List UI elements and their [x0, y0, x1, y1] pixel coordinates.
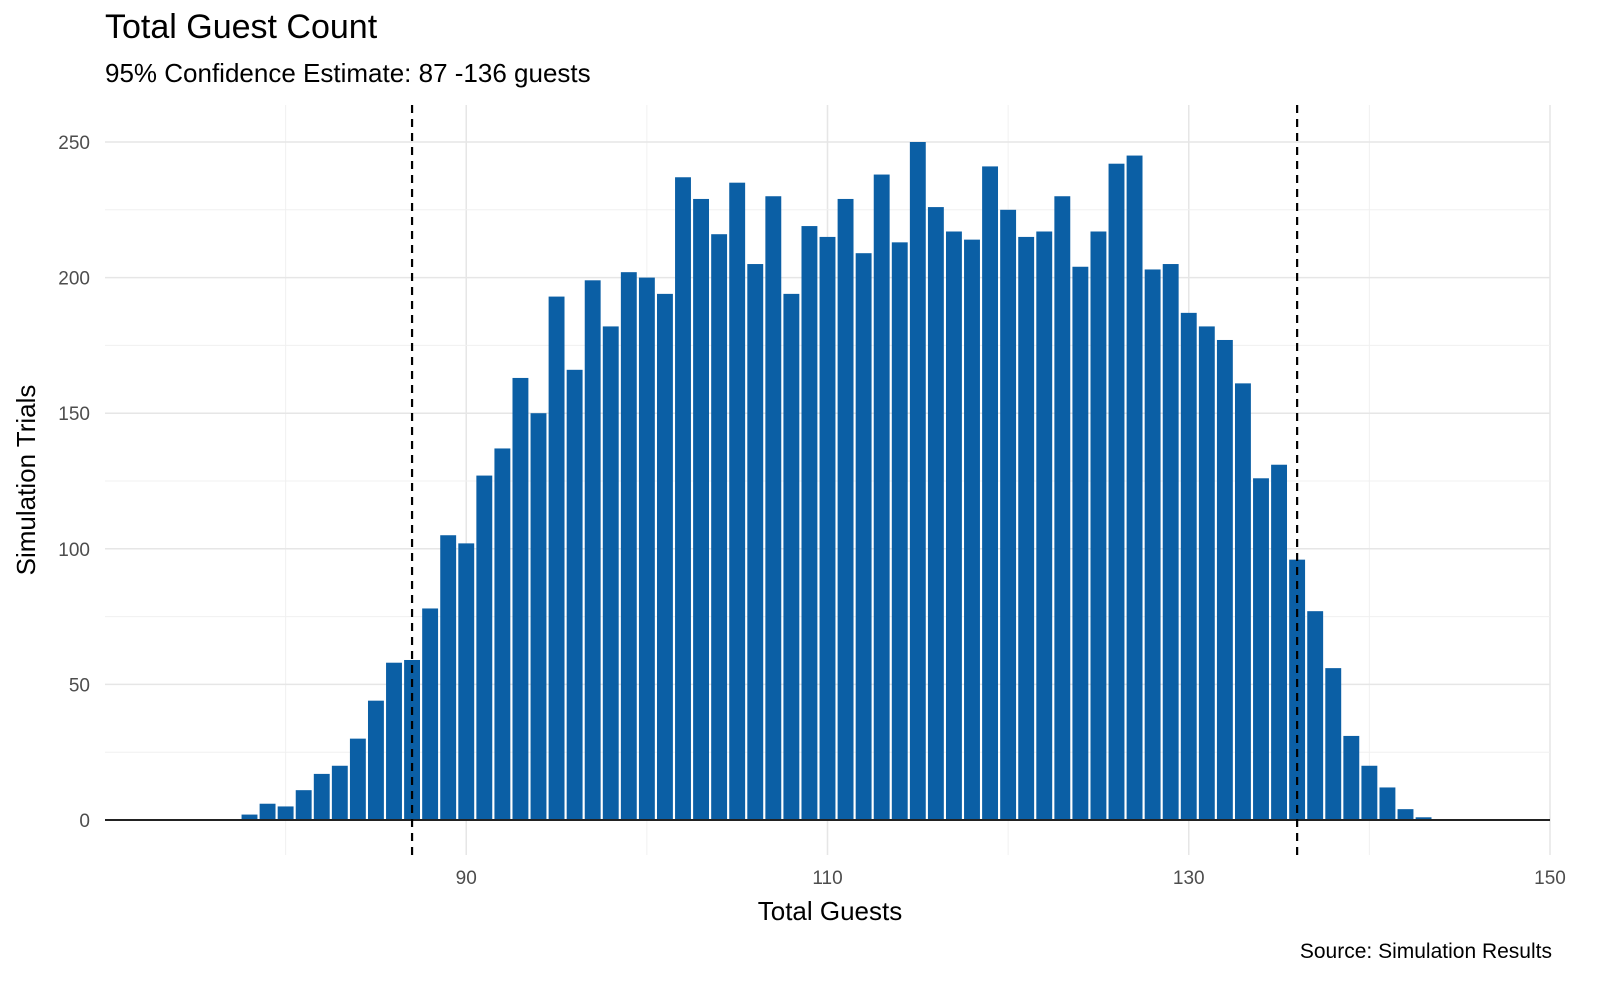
histogram-bar: [675, 177, 691, 821]
histogram-bar: [530, 413, 547, 820]
histogram-bar: [584, 280, 601, 820]
histogram-bar: [964, 239, 980, 820]
histogram-bar: [945, 231, 962, 821]
histogram-bar: [1216, 339, 1233, 820]
chart-title: Total Guest Count: [105, 8, 378, 46]
histogram-bar: [711, 234, 728, 820]
histogram-bar: [1397, 809, 1414, 820]
histogram-bar: [1018, 236, 1035, 821]
histogram-bar: [819, 236, 836, 821]
y-tick-label: 150: [58, 404, 90, 425]
histogram-bar: [1000, 209, 1017, 821]
y-tick-label: 200: [58, 269, 90, 290]
histogram-bar: [765, 196, 782, 821]
histogram-bar: [855, 253, 872, 820]
histogram-bar: [1307, 611, 1324, 820]
source-caption: Source: Simulation Results: [1300, 940, 1552, 963]
histogram-bar: [367, 700, 384, 820]
histogram-bar: [982, 166, 999, 820]
histogram-bar: [693, 198, 710, 820]
histogram-bar: [1126, 155, 1143, 820]
histogram-bar: [386, 662, 402, 820]
histogram-bar: [1072, 266, 1089, 820]
bars-layer: [241, 142, 1432, 821]
x-tick-label: 130: [1173, 868, 1205, 889]
y-tick-label: 100: [58, 540, 90, 561]
histogram-bar: [837, 198, 854, 820]
histogram-bar: [1108, 163, 1125, 821]
histogram-bar: [512, 377, 529, 820]
histogram-bar: [1415, 817, 1432, 820]
histogram-bar: [1036, 231, 1053, 821]
histogram-bar: [1289, 559, 1306, 820]
x-tick-label: 90: [456, 868, 477, 889]
histogram-bar: [873, 174, 890, 820]
y-tick-label: 250: [58, 133, 90, 154]
histogram-bar: [729, 182, 746, 820]
y-tick-label: 50: [69, 675, 90, 696]
histogram-bar: [602, 326, 619, 820]
histogram-bar: [656, 293, 673, 820]
histogram-bar: [801, 226, 818, 820]
histogram-bar: [422, 608, 439, 820]
histogram-bar: [1271, 464, 1288, 820]
histogram-bar: [1234, 383, 1251, 820]
histogram-bar: [331, 765, 348, 820]
histogram-bar: [1379, 787, 1396, 820]
histogram-bar: [295, 790, 312, 820]
x-axis-title: Total Guests: [758, 896, 903, 926]
histogram-bar: [277, 806, 294, 820]
y-axis-title: Simulation Trials: [11, 385, 41, 576]
histogram-bar: [440, 535, 457, 820]
histogram-bar: [313, 773, 330, 820]
histogram-bar: [1180, 312, 1197, 820]
histogram-bar: [566, 369, 583, 820]
histogram-bar: [548, 296, 565, 821]
histogram-bar: [241, 814, 258, 820]
histogram-bar: [1361, 765, 1378, 820]
tick-labels: 0 50 100 150 200 250 90 110 130 150: [58, 133, 1566, 889]
histogram-bar: [494, 448, 511, 820]
y-tick-label: 0: [79, 811, 90, 832]
histogram-bar: [927, 207, 944, 820]
histogram-bar: [1343, 735, 1360, 820]
histogram-bar: [1144, 269, 1161, 820]
histogram-bar: [349, 738, 366, 820]
histogram-bar: [747, 264, 764, 820]
histogram-bar: [783, 293, 800, 820]
histogram-bar: [1162, 264, 1179, 820]
histogram-bar: [458, 543, 475, 820]
histogram-bar: [1090, 231, 1107, 821]
histogram-bar: [891, 242, 908, 820]
histogram-bar: [620, 272, 637, 820]
histogram-bar: [1325, 668, 1342, 820]
histogram-bar: [638, 277, 655, 821]
histogram-bar: [1253, 478, 1269, 820]
histogram-bar: [909, 142, 926, 820]
histogram-bar: [476, 475, 493, 820]
x-tick-label: 150: [1534, 868, 1566, 889]
histogram-bar: [1198, 326, 1215, 820]
chart-subtitle: 95% Confidence Estimate: 87 -136 guests: [105, 58, 591, 88]
x-tick-label: 110: [812, 868, 842, 889]
histogram-bar: [1054, 196, 1071, 821]
histogram-bar: [259, 803, 276, 820]
